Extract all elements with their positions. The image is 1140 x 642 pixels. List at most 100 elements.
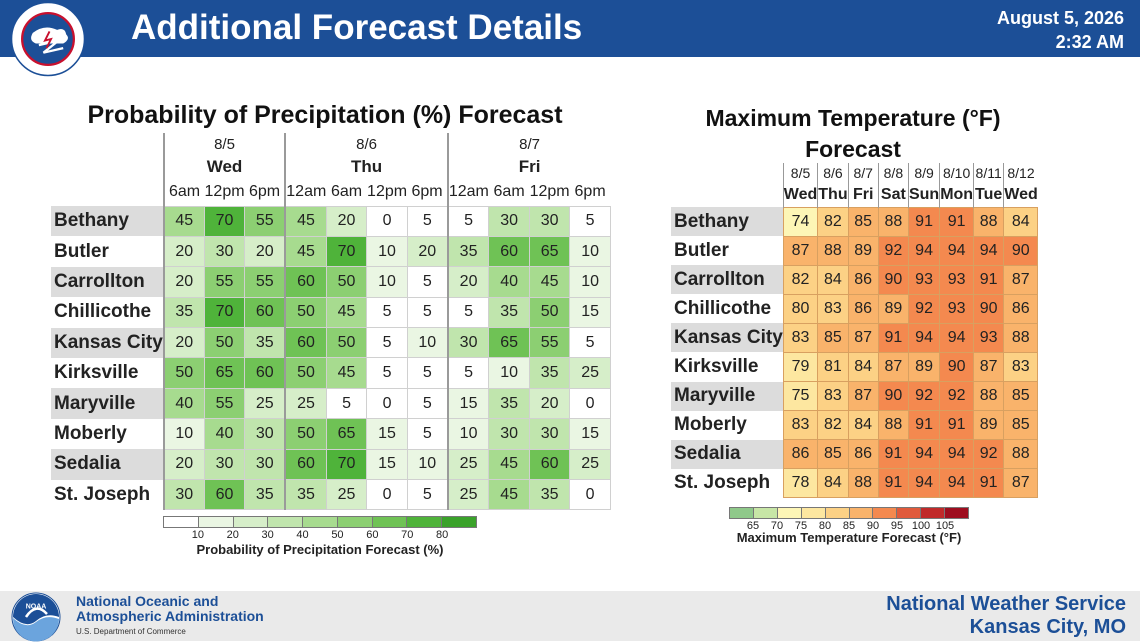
precip-cell: 20 xyxy=(325,205,368,237)
precip-row-location: Kansas City xyxy=(51,327,164,358)
temp-cell: 91 xyxy=(877,439,909,470)
precip-cell: 50 xyxy=(203,327,246,359)
precip-cell: 30 xyxy=(162,479,205,511)
precip-row: Kansas City 20 50 35 60 50 5 10 30 65 55 5 xyxy=(51,327,611,359)
precip-cell: 35 xyxy=(488,296,530,329)
precip-time-label: 12am xyxy=(284,179,327,206)
precip-cell: 35 xyxy=(244,479,286,511)
temp-row: Carrollton 82 84 86 90 93 93 91 87 xyxy=(671,264,1039,295)
temp-day-date: 8/9 xyxy=(907,163,940,183)
precip-cell: 15 xyxy=(569,296,611,329)
precip-cell: 10 xyxy=(406,327,449,359)
precip-day-name: Thu xyxy=(284,155,448,179)
precip-row: Maryville 40 55 25 25 5 0 5 15 35 20 0 xyxy=(51,387,611,420)
precip-cell: 45 xyxy=(528,266,571,298)
precip-legend-tick: 60 xyxy=(366,529,379,541)
precip-legend-swatch xyxy=(233,517,269,527)
header-bar xyxy=(0,0,1140,57)
temp-row-location: Maryville xyxy=(671,381,784,411)
precip-legend-tick: 10 xyxy=(191,529,204,541)
temp-cell: 86 xyxy=(782,439,819,470)
precip-time-label: 6pm xyxy=(411,183,443,201)
precip-header-corner xyxy=(51,133,164,155)
precip-cell: 15 xyxy=(366,448,408,481)
precip-cell: 60 xyxy=(244,296,286,329)
temp-chart-title-line2: Forecast xyxy=(805,136,901,162)
temp-legend-tick: 105 xyxy=(935,520,955,532)
precip-legend-swatch xyxy=(268,517,304,527)
precip-cell: 60 xyxy=(284,327,327,359)
temp-legend-tick: 75 xyxy=(794,520,808,532)
temp-cell: 86 xyxy=(847,264,879,295)
precip-cell: 10 xyxy=(406,448,449,481)
precip-cell: 45 xyxy=(284,205,327,237)
temp-cell: 83 xyxy=(1003,351,1039,383)
temp-cell: 83 xyxy=(817,381,849,412)
precip-cell: 35 xyxy=(528,357,571,389)
precip-time-label: 6pm xyxy=(574,183,606,201)
temp-row: Kirksville 79 81 84 87 89 90 87 83 xyxy=(671,351,1039,383)
temp-cell: 83 xyxy=(817,293,849,324)
precip-row: Chillicothe 35 70 60 50 45 5 5 5 35 50 15 xyxy=(51,296,611,329)
precip-cell: 50 xyxy=(325,266,368,298)
precip-cell: 10 xyxy=(488,357,530,389)
issued-datetime: August 5, 2026 2:32 AM xyxy=(997,6,1124,54)
precip-row-location: St. Joseph xyxy=(51,479,164,510)
precip-cell: 10 xyxy=(162,418,205,450)
temp-cell: 88 xyxy=(973,381,1005,412)
noaa-name-line1: National Oceanic and xyxy=(76,593,219,609)
department-name: U.S. Department of Commerce xyxy=(76,627,186,636)
temp-day-name: Sun xyxy=(907,183,940,207)
precip-cell: 25 xyxy=(446,479,490,511)
precip-cell: 25 xyxy=(284,387,327,420)
precip-time-label: 12am xyxy=(446,179,489,206)
temp-row: Maryville 75 83 87 90 92 92 88 85 xyxy=(671,381,1039,412)
noaa-name-line2: Atmospheric Administration xyxy=(76,608,264,624)
temp-legend-swatch xyxy=(753,508,778,518)
precip-cell: 65 xyxy=(325,418,368,450)
temp-legend-tick: 95 xyxy=(890,520,904,532)
temp-cell: 91 xyxy=(973,468,1005,499)
temp-cell: 86 xyxy=(1003,293,1039,324)
temp-cell: 94 xyxy=(973,235,1005,266)
precip-time-label: 6pm xyxy=(248,183,281,201)
temp-cell: 94 xyxy=(907,235,941,266)
precip-cell: 30 xyxy=(203,235,246,268)
temp-cell: 84 xyxy=(847,351,879,383)
precip-cell: 10 xyxy=(366,266,408,298)
temp-legend-tick: 70 xyxy=(770,520,784,532)
temp-cell: 92 xyxy=(973,439,1005,470)
precip-row: Bethany 45 70 55 45 20 0 5 5 30 30 5 xyxy=(51,205,611,237)
precip-cell: 5 xyxy=(446,205,490,237)
temp-cell: 86 xyxy=(847,293,879,324)
precip-cell: 45 xyxy=(488,479,530,511)
precip-row: Sedalia 20 30 30 60 70 15 10 25 45 60 25 xyxy=(51,448,611,481)
footer-bar xyxy=(0,591,1140,641)
precip-cell: 45 xyxy=(325,296,368,329)
precip-cell: 20 xyxy=(446,266,490,298)
precip-cell: 50 xyxy=(325,327,368,359)
temp-cell: 91 xyxy=(877,322,909,353)
precip-cell: 20 xyxy=(244,235,286,268)
temp-day-row: Wed Thu Fri Sat Sun Mon Tue Wed xyxy=(671,183,1038,207)
temp-row: Sedalia 86 85 86 91 94 94 92 88 xyxy=(671,439,1039,470)
precip-time-row: 6am 12pm 6pm 12am 6am 12pm 6pm 12am 6am 12pm 6pm xyxy=(51,179,610,206)
temp-cell: 92 xyxy=(907,381,941,412)
precip-cell: 40 xyxy=(162,387,205,420)
precip-time-label: 6am xyxy=(331,183,363,201)
precip-legend-colorbar xyxy=(163,516,477,528)
temp-legend-tick: 65 xyxy=(746,520,760,532)
precip-cell: 25 xyxy=(569,357,611,389)
precip-cell: 5 xyxy=(406,479,449,511)
temp-cell: 91 xyxy=(907,206,941,237)
precip-cell: 60 xyxy=(488,235,530,268)
precip-cell: 50 xyxy=(284,357,327,389)
precip-chart-title: Probability of Precipitation (%) Forecas… xyxy=(87,101,563,129)
temp-cell: 90 xyxy=(973,293,1005,324)
precip-cell: 5 xyxy=(406,357,449,389)
precip-cell: 5 xyxy=(406,387,449,420)
temp-cell: 91 xyxy=(973,264,1005,295)
temp-legend-swatch xyxy=(777,508,802,518)
temp-day-name: Tue xyxy=(973,183,1004,207)
precip-row-location: Chillicothe xyxy=(51,297,164,328)
